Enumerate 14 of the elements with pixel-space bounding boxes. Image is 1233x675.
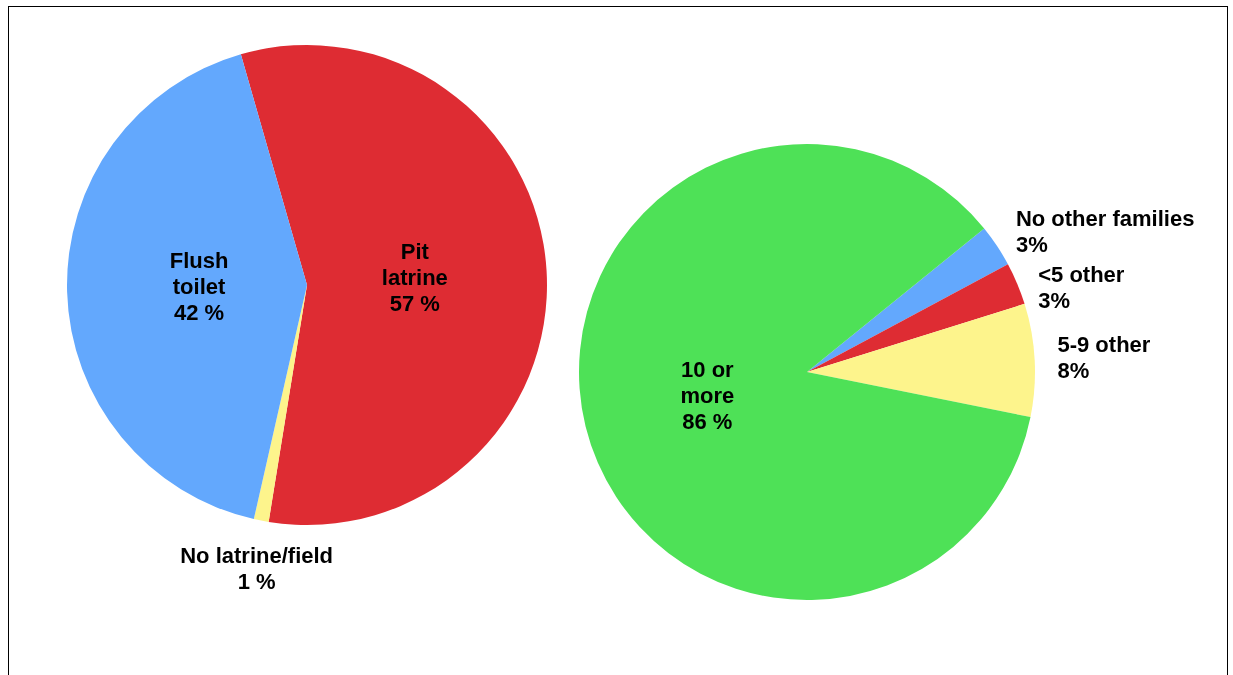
data-label: 57 % [389, 290, 440, 316]
data-label: 86 % [682, 408, 733, 434]
slice-label: 10 or more [680, 356, 735, 408]
slice-label: 5-9 other [1057, 331, 1151, 357]
slice-label: Flush toilet [169, 248, 229, 300]
slice-label: <5 other [1038, 262, 1125, 288]
data-label: 42 % [173, 300, 225, 326]
data-label: 3% [1015, 232, 1048, 258]
slice-label: No latrine/field [180, 543, 334, 569]
slice-label: Pit latrine [381, 238, 448, 290]
data-label: 1 % [237, 569, 276, 595]
data-label: 3% [1038, 288, 1070, 314]
slice-label: No other families [1015, 206, 1195, 232]
data-label: 8% [1057, 357, 1090, 383]
